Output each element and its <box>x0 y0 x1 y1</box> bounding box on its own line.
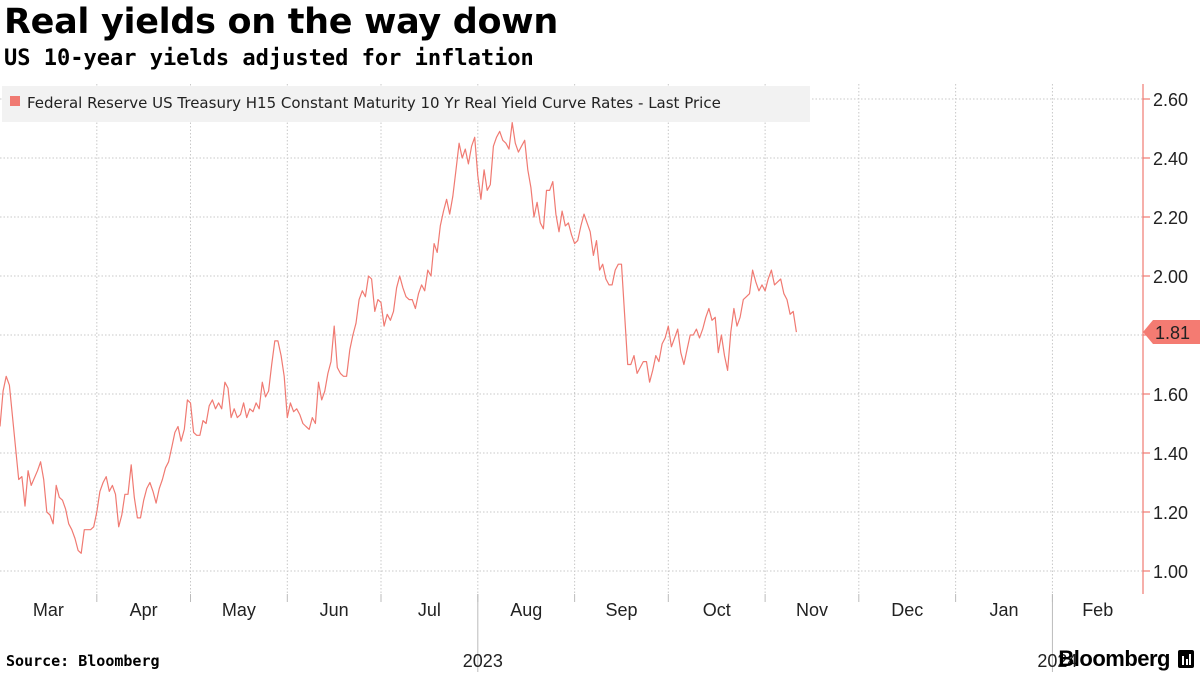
y-tick-label: 2.20 <box>1153 208 1188 228</box>
chart-title: Real yields on the way down <box>4 2 558 42</box>
last-value-badge-shape <box>1143 320 1200 345</box>
x-axis-labels: Mar Apr May Jun Jul Aug Sep Oct Nov Dec Jan Feb 2023… <box>33 594 1113 672</box>
x-year-label: 2023 <box>463 651 503 671</box>
x-month-label: Aug <box>510 600 542 620</box>
x-month-label: Jan <box>990 600 1019 620</box>
x-month-label: Nov <box>796 600 828 620</box>
y-tick-label: 1.20 <box>1153 503 1188 523</box>
bloomberg-icon <box>1178 650 1194 668</box>
x-month-label: May <box>222 600 256 620</box>
series-line <box>0 122 797 554</box>
y-tick-label: 2.00 <box>1153 267 1188 287</box>
last-value-badge: 1.81 <box>1143 320 1200 345</box>
legend-background <box>2 86 810 122</box>
x-month-label: Sep <box>605 600 637 620</box>
y-tick-label: 1.60 <box>1153 385 1188 405</box>
x-month-label: Jun <box>320 600 349 620</box>
vertical-gridlines <box>96 84 1053 602</box>
source-note: Source: Bloomberg <box>6 652 160 670</box>
legend-label: Federal Reserve US Treasury H15 Constant… <box>27 94 721 112</box>
y-tick-label: 1.00 <box>1153 562 1188 582</box>
x-month-label: Feb <box>1082 600 1113 620</box>
x-month-label: Jul <box>418 600 441 620</box>
x-month-label: Mar <box>33 600 64 620</box>
legend: Federal Reserve US Treasury H15 Constant… <box>2 86 810 122</box>
last-value-label: 1.81 <box>1155 323 1190 343</box>
y-tick-label: 2.40 <box>1153 149 1188 169</box>
horizontal-gridlines <box>0 98 1143 572</box>
x-month-label: Dec <box>891 600 923 620</box>
x-month-label: Apr <box>130 600 158 620</box>
y-tick-label: 2.60 <box>1153 90 1188 110</box>
x-year-label: 2024 <box>1037 651 1077 671</box>
brand-logo: Bloomberg <box>1058 646 1170 671</box>
x-month-label: Oct <box>703 600 731 620</box>
y-tick-label: 1.40 <box>1153 444 1188 464</box>
chart-subtitle: US 10-year yields adjusted for inflation <box>4 46 534 71</box>
legend-swatch <box>10 96 20 106</box>
